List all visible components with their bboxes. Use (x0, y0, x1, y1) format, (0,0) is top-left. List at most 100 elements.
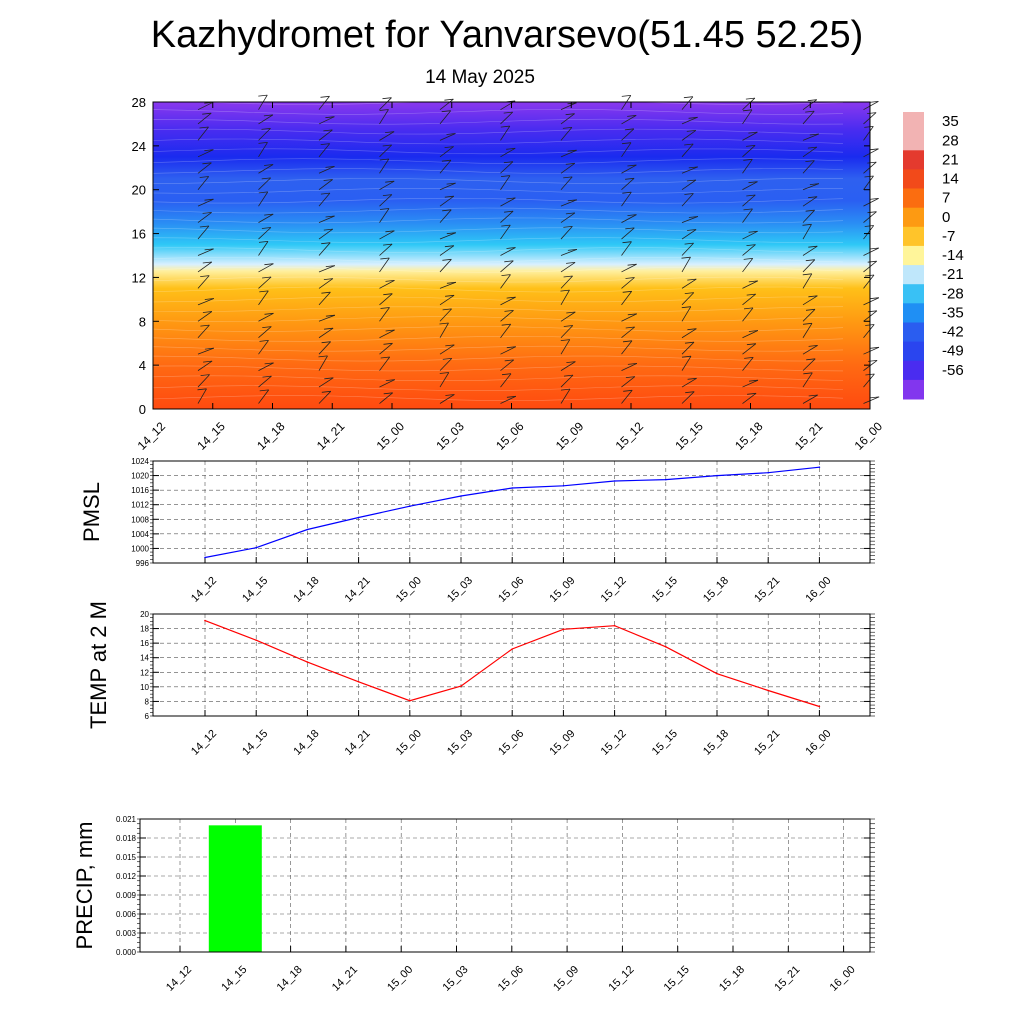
contour-line (152, 99, 844, 105)
wind-barb-feather (444, 245, 454, 248)
wind-barb-shaft (802, 273, 813, 289)
wind-barb-shaft (621, 340, 633, 355)
wind-barb-feather (446, 281, 456, 284)
wind-barb-feather (200, 324, 210, 327)
wind-barb-feather (867, 260, 877, 263)
wind-barb-shaft (560, 199, 577, 207)
colorbar-swatch (903, 188, 924, 209)
wind-barb (258, 142, 268, 158)
heatmap-panel: 0 4 8 12 16 20 24 28 14_12 14_15 14_18 14_21 15_00 15… (132, 94, 885, 453)
wind-barb (379, 392, 393, 404)
wind-barb-feather (807, 146, 817, 149)
wind-barb (560, 388, 571, 404)
wind-barb (439, 372, 450, 388)
wind-barb-shaft (560, 275, 573, 289)
y-tick-label: 0.021 (116, 815, 137, 824)
wind-barb-feather (383, 293, 393, 296)
wind-barb-shaft (560, 361, 576, 371)
wind-barb (560, 127, 573, 141)
wind-barb (318, 228, 334, 240)
series-point (613, 624, 616, 627)
wind-barb-feather (446, 133, 456, 135)
wind-barb-feather (746, 194, 756, 197)
wind-barb-shaft (621, 191, 632, 207)
series-point (204, 556, 206, 559)
wind-barb-shaft (439, 245, 455, 256)
wind-barb-feather (684, 242, 694, 245)
wind-barb-shaft (439, 308, 452, 322)
y-tick-label: 12 (132, 270, 146, 285)
contour-line (152, 276, 844, 283)
y-tick-label: 10 (140, 683, 149, 692)
wind-barb-shaft (379, 180, 395, 191)
wind-barb (560, 226, 573, 240)
wind-barb (560, 212, 576, 223)
contour-line (152, 178, 844, 184)
wind-barb-feather (325, 116, 335, 119)
wind-barb-feather (688, 116, 698, 119)
wind-barb-feather (625, 277, 635, 279)
wind-barb-shaft (621, 178, 635, 191)
wind-barb-shaft (621, 241, 632, 256)
wind-barb-feather (501, 224, 511, 227)
wind-barb (258, 362, 274, 371)
wind-barb (439, 133, 456, 141)
colorbar: 35 28 21 14 7 0 -7 -14 -21 -28 -35 -42 -49 -56 (903, 112, 964, 400)
wind-barb (560, 361, 576, 371)
wind-barb-feather (802, 223, 812, 226)
colorbar-swatch (903, 360, 924, 381)
wind-barb (560, 199, 577, 207)
wind-barb-shaft (681, 292, 695, 306)
wind-barb-shaft (742, 131, 758, 141)
wind-barb (500, 224, 511, 240)
wind-barb-feather (627, 263, 637, 266)
wind-barb (742, 307, 754, 322)
wind-barb-feather (383, 243, 393, 246)
contour-line (152, 257, 844, 263)
wind-barb (258, 263, 274, 273)
wind-barb-shaft (742, 159, 753, 174)
wind-barb-shaft (742, 145, 756, 158)
wind-barb-shaft (802, 295, 818, 306)
wind-barb-feather (681, 355, 692, 358)
wind-barb (802, 110, 815, 125)
wind-barb-feather (439, 322, 449, 325)
y-tick-label: 18 (140, 625, 149, 634)
wind-barb (621, 214, 637, 223)
wind-barb-feather (563, 374, 574, 377)
colorbar-swatch (903, 245, 924, 266)
wind-barb-feather (621, 142, 632, 145)
wind-barb-feather (202, 261, 212, 264)
wind-barb-shaft (318, 129, 333, 141)
contour-line (152, 128, 844, 135)
colorbar-swatch (903, 150, 924, 170)
wind-barb (621, 263, 637, 273)
wind-barb-shaft (742, 379, 759, 388)
wind-barb-shaft (560, 212, 576, 223)
wind-barb (863, 225, 875, 240)
wind-barb-feather (442, 308, 452, 311)
wind-barb-feather (380, 307, 390, 309)
wind-barb-feather (379, 208, 390, 210)
wind-barb-feather (805, 209, 815, 212)
wind-barb (681, 96, 694, 110)
contour-line (152, 187, 844, 194)
wind-barb-feather (867, 211, 877, 214)
x-tick-label: 15_03 (445, 728, 475, 758)
wind-barb-feather (743, 307, 754, 310)
wind-barb-shaft (742, 330, 759, 339)
wind-barb (681, 179, 697, 191)
wind-barb (802, 322, 813, 338)
wind-barb-shaft (560, 289, 570, 306)
wind-barb-feather (325, 314, 335, 317)
wind-barb (681, 278, 697, 289)
wind-barb-feather (869, 148, 879, 151)
wind-barb-shaft (439, 182, 456, 191)
wind-barb-shaft (500, 373, 512, 388)
wind-barb-shaft (681, 179, 697, 191)
wind-barb-shaft (681, 377, 697, 388)
x-tick-label: 15_15 (662, 964, 692, 994)
series-point (716, 672, 718, 675)
wind-barb (802, 295, 818, 306)
wind-barb-feather (321, 341, 331, 344)
